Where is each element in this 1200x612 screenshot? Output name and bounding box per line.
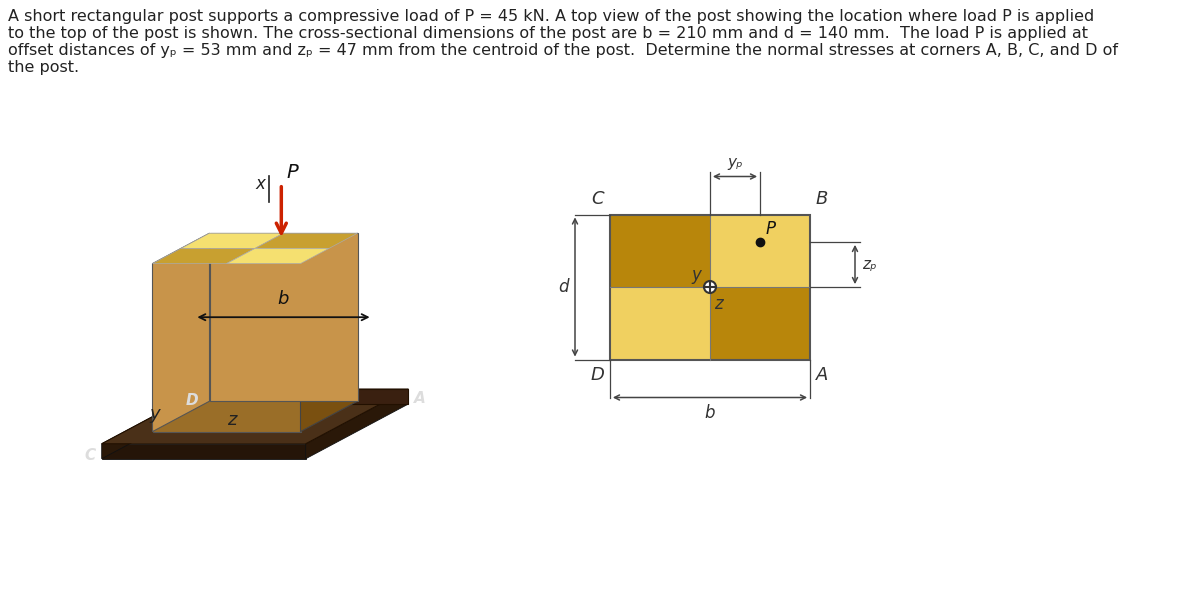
Polygon shape bbox=[181, 233, 283, 248]
Text: x: x bbox=[256, 175, 265, 193]
Polygon shape bbox=[210, 233, 358, 401]
Text: C: C bbox=[84, 448, 96, 463]
Text: b: b bbox=[704, 403, 715, 422]
Circle shape bbox=[704, 281, 716, 293]
Text: C: C bbox=[592, 190, 604, 209]
Polygon shape bbox=[300, 233, 358, 431]
Text: zₚ: zₚ bbox=[862, 257, 876, 272]
Text: A short rectangular post supports a compressive load of P = 45 kN. A top view of: A short rectangular post supports a comp… bbox=[8, 9, 1094, 24]
Text: P: P bbox=[766, 220, 776, 238]
Text: b: b bbox=[278, 290, 289, 308]
Polygon shape bbox=[610, 214, 710, 287]
Polygon shape bbox=[256, 233, 358, 248]
Polygon shape bbox=[227, 248, 329, 264]
Text: D: D bbox=[590, 365, 604, 384]
Polygon shape bbox=[102, 389, 408, 444]
Text: A: A bbox=[816, 365, 828, 384]
Polygon shape bbox=[710, 214, 810, 287]
Polygon shape bbox=[610, 287, 710, 359]
Polygon shape bbox=[102, 389, 204, 459]
Polygon shape bbox=[152, 264, 300, 431]
Text: d: d bbox=[558, 278, 569, 296]
Text: D: D bbox=[186, 393, 198, 408]
Text: y: y bbox=[150, 405, 160, 424]
Polygon shape bbox=[102, 444, 306, 459]
Polygon shape bbox=[152, 248, 256, 264]
Polygon shape bbox=[152, 233, 210, 431]
Text: y: y bbox=[691, 266, 701, 284]
Polygon shape bbox=[204, 389, 408, 404]
Text: to the top of the post is shown. The cross-sectional dimensions of the post are : to the top of the post is shown. The cro… bbox=[8, 26, 1088, 41]
Text: z: z bbox=[714, 295, 722, 313]
Text: offset distances of yₚ = 53 mm and zₚ = 47 mm from the centroid of the post.  De: offset distances of yₚ = 53 mm and zₚ = … bbox=[8, 43, 1118, 58]
Text: P: P bbox=[287, 163, 298, 182]
Text: A: A bbox=[414, 391, 426, 406]
Text: B: B bbox=[816, 190, 828, 209]
Text: yₚ: yₚ bbox=[727, 155, 743, 171]
Text: the post.: the post. bbox=[8, 60, 79, 75]
Text: z: z bbox=[228, 411, 238, 429]
Polygon shape bbox=[306, 389, 408, 459]
Polygon shape bbox=[710, 287, 810, 359]
Bar bbox=[610, 214, 810, 359]
